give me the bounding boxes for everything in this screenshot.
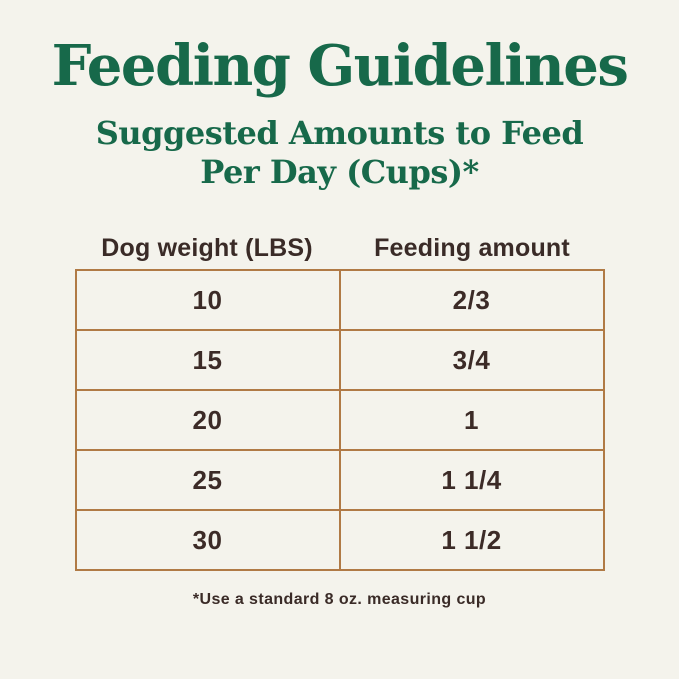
dog-weight-cell: 25 <box>74 449 341 512</box>
dog-weight-cell: 30 <box>74 509 341 572</box>
feeding-amount-cell: 3/4 <box>338 329 605 392</box>
subtitle-line-1: Suggested Amounts to Feed <box>95 114 584 153</box>
feeding-amount-cell: 1 1/4 <box>338 449 605 512</box>
feeding-table-body: 10 2/3 15 3/4 20 1 25 1 1/4 30 1 1/2 <box>74 269 605 572</box>
footnote: *Use a standard 8 oz. measuring cup <box>192 591 487 609</box>
table-row: 10 2/3 <box>74 269 605 332</box>
feeding-amount-cell: 2/3 <box>338 269 605 332</box>
column-header-dog-weight: Dog weight (LBS) <box>101 234 313 263</box>
dog-weight-cell: 10 <box>74 269 341 332</box>
subtitle-line-2: Per Day (Cups)* <box>200 152 479 191</box>
dog-weight-cell: 15 <box>74 329 341 392</box>
feeding-table: 10 2/3 15 3/4 20 1 25 1 1/4 30 1 1/2 <box>74 269 605 572</box>
table-row: 15 3/4 <box>74 329 605 392</box>
page-title: Feeding Guidelines <box>51 33 629 99</box>
page-subtitle: Suggested Amounts to Feed Per Day (Cups)… <box>0 114 679 191</box>
dog-weight-cell: 20 <box>74 389 341 452</box>
column-header-feeding-amount: Feeding amount <box>374 234 570 263</box>
feeding-amount-cell: 1 <box>338 389 605 452</box>
feeding-amount-cell: 1 1/2 <box>338 509 605 572</box>
table-row: 30 1 1/2 <box>74 509 605 572</box>
table-row: 25 1 1/4 <box>74 449 605 512</box>
table-row: 20 1 <box>74 389 605 452</box>
table-column-headers: Dog weight (LBS) Feeding amount <box>75 233 605 263</box>
